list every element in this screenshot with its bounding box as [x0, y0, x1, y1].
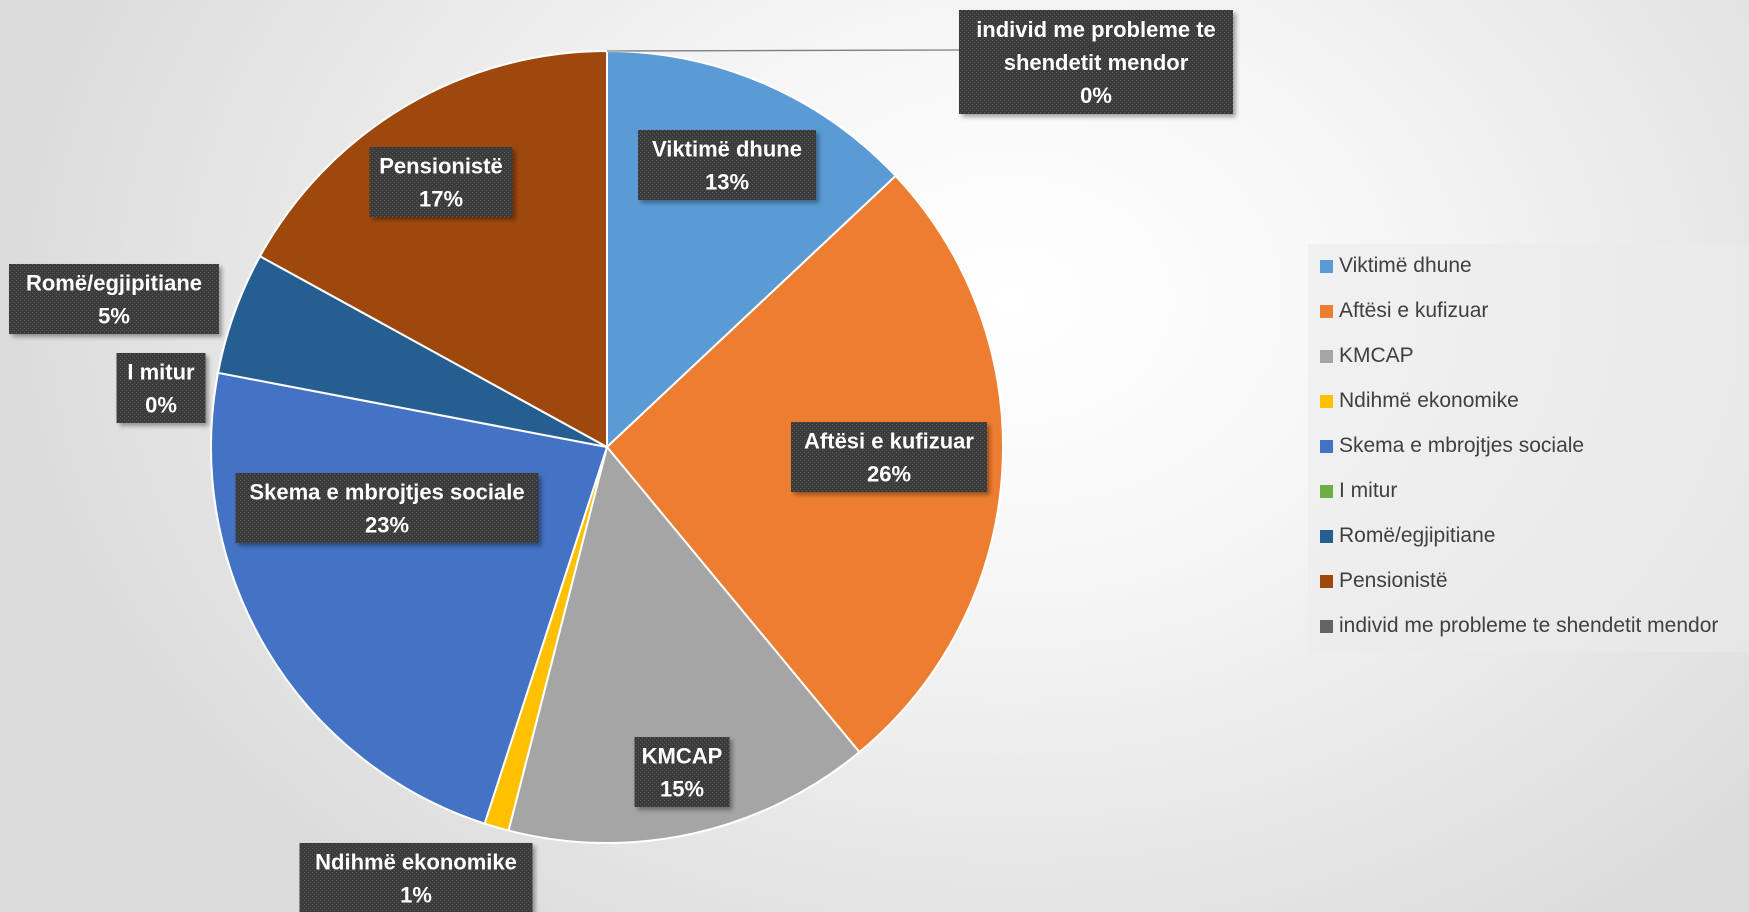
data-label-category: Skema e mbrojtjes sociale	[249, 480, 524, 505]
legend-label: Skema e mbrojtjes sociale	[1339, 434, 1585, 457]
data-label-pensioniste: Pensionistë 17%	[369, 147, 513, 217]
data-label-box	[235, 473, 539, 543]
pie-slices	[210, 49, 1004, 844]
legend-label: I mitur	[1339, 479, 1398, 502]
data-label-ndihme-ekonomike: Ndihmë ekonomike 1%	[299, 843, 533, 912]
chart-legend: Viktimë dhune Aftësi e kufizuar KMCAP Ndihm…	[1308, 244, 1749, 652]
legend-label: Aftësi e kufizuar	[1339, 299, 1489, 322]
legend-label: individ me probleme te shendetit mendor	[1339, 614, 1719, 637]
data-labels: Viktimë dhune 13% Aftësi e kufizuar 26% KMCA…	[9, 10, 1233, 912]
data-label-category: I mitur	[127, 360, 195, 385]
data-label-viktime-dhune: Viktimë dhune 13%	[638, 130, 816, 200]
data-label-value: 15%	[660, 777, 704, 802]
legend-label: Pensionistë	[1339, 569, 1448, 592]
data-label-category: Romë/egjipitiane	[26, 271, 202, 296]
data-label-value: 5%	[98, 304, 130, 329]
legend-label: Ndihmë ekonomike	[1339, 389, 1519, 412]
legend-label: KMCAP	[1339, 344, 1414, 367]
data-label-box	[959, 10, 1233, 114]
data-label-box	[116, 353, 206, 423]
legend-label: Romë/egjipitiane	[1339, 524, 1496, 547]
data-label-value: 23%	[365, 513, 409, 538]
legend-item-rome-egjipitiane: Romë/egjipitiane	[1320, 524, 1495, 548]
legend-swatch	[1320, 529, 1333, 543]
data-label-i-mitur: I mitur 0%	[116, 353, 206, 423]
legend-swatch	[1320, 349, 1333, 363]
data-label-box	[299, 843, 533, 912]
data-label-value: 0%	[1080, 83, 1112, 108]
data-label-box	[9, 264, 219, 334]
legend-swatch	[1320, 574, 1333, 588]
legend-swatch	[1320, 394, 1333, 408]
legend-swatch	[1320, 619, 1333, 633]
data-label-value: 0%	[145, 393, 177, 418]
legend-swatch	[1320, 484, 1333, 498]
legend-item-skema-e-mbrojtjes-sociale: Skema e mbrojtjes sociale	[1320, 434, 1584, 458]
data-label-value: 1%	[400, 883, 432, 908]
slice-pensioniste	[258, 49, 608, 449]
legend-item-kmcap: KMCAP	[1320, 344, 1414, 368]
data-label-category: shendetit mendor	[1004, 50, 1189, 75]
legend-swatch	[1320, 259, 1333, 273]
data-label-value: 13%	[705, 170, 749, 195]
data-label-box	[791, 422, 987, 492]
legend-item-ndihme-ekonomike: Ndihmë ekonomike	[1320, 389, 1519, 413]
data-label-value: 17%	[419, 187, 463, 212]
data-label-individ-me-probleme-te-shendetit-mendor: individ me probleme te shendetit mendor 0%	[959, 10, 1233, 114]
data-label-category: Aftësi e kufizuar	[804, 429, 974, 454]
data-label-category: Ndihmë ekonomike	[315, 850, 517, 875]
data-label-value: 26%	[867, 462, 911, 487]
data-label-box	[638, 130, 816, 200]
slice-kmcap	[507, 444, 861, 844]
leader-line-individ-me-probleme-te-shendetit-mendor	[606, 49, 960, 52]
legend-item-viktime-dhune: Viktimë dhune	[1320, 254, 1472, 278]
legend-item-aftesi-e-kufizuar: Aftësi e kufizuar	[1320, 299, 1488, 323]
data-label-skema-e-mbrojtjes-sociale: Skema e mbrojtjes sociale 23%	[235, 473, 539, 543]
data-label-category: Viktimë dhune	[652, 137, 802, 162]
data-label-category: KMCAP	[642, 744, 723, 769]
legend-swatch	[1320, 304, 1333, 318]
leader-lines	[606, 49, 960, 52]
data-label-category: individ me probleme te	[976, 17, 1216, 42]
data-label-category: Pensionistë	[379, 154, 502, 179]
legend-item-pensioniste: Pensionistë	[1320, 569, 1448, 593]
legend-swatch	[1320, 439, 1333, 453]
legend-item-i-mitur: I mitur	[1320, 479, 1397, 503]
data-label-aftesi-e-kufizuar: Aftësi e kufizuar 26%	[791, 422, 987, 492]
data-label-box	[369, 147, 513, 217]
legend-item-individ-me-probleme-te-shendetit-mendor: individ me probleme te shendetit mendor	[1320, 614, 1718, 638]
legend-label: Viktimë dhune	[1339, 254, 1472, 277]
data-label-box	[634, 737, 730, 807]
data-label-rome-egjipitiane: Romë/egjipitiane 5%	[9, 264, 219, 334]
data-label-kmcap: KMCAP 15%	[634, 737, 730, 807]
